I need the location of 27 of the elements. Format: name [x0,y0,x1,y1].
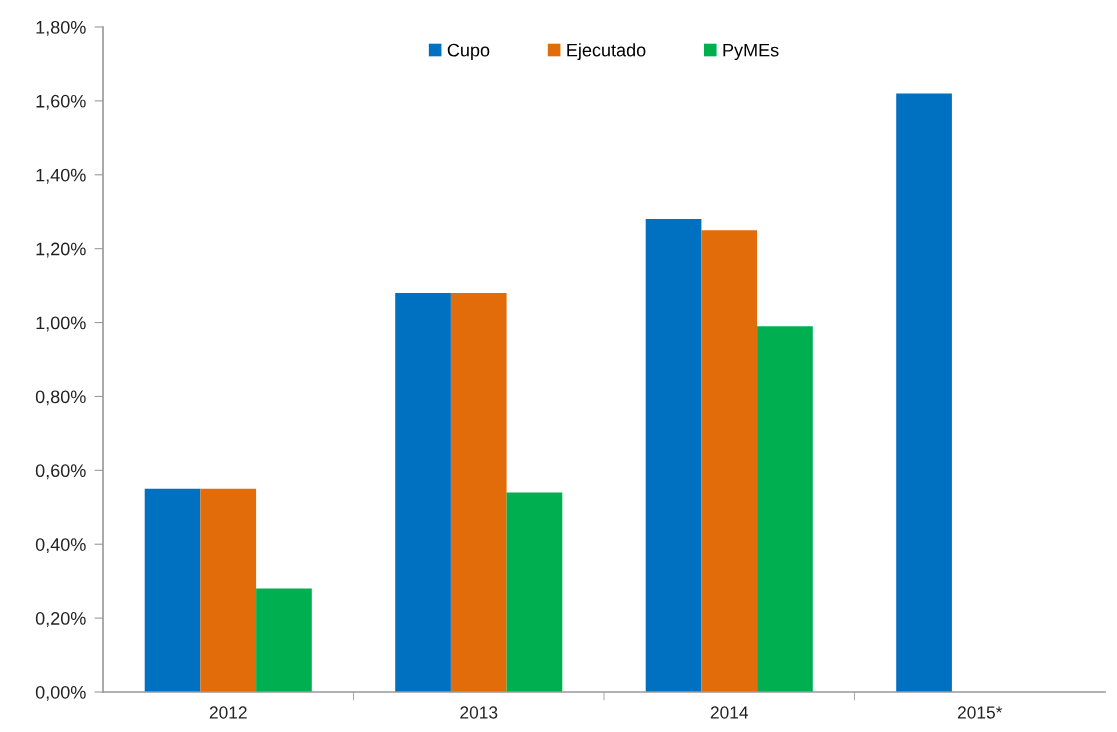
y-tick-label: 1,00% [36,316,86,332]
y-tick-label: 0,40% [35,538,86,554]
bar [645,219,702,692]
bar [506,492,563,692]
bar [896,93,952,692]
y-tick-label: 1,40% [36,168,86,184]
y-tick-label: 0,20% [35,612,86,627]
legend-label: PyMEs [723,43,779,61]
x-tick-label: 2012 [209,706,247,719]
x-tick-label: 2015* [957,706,1003,719]
bar [395,293,451,692]
y-tick-label: 1,20% [36,242,86,258]
bar [144,488,201,692]
x-tick-label: 2013 [460,706,498,719]
y-tick-label: 0,00% [35,685,86,701]
bar [757,326,813,692]
legend-label: Cupo [447,43,490,61]
x-tick-label: 2014 [710,706,749,719]
legend-label: Ejecutado [567,43,646,61]
bar [450,293,507,692]
y-tick-label: 0,60% [35,464,86,480]
y-tick-label: 0,80% [35,390,86,406]
y-tick-label: 1,80% [36,20,86,36]
y-tick-label: 1,60% [36,94,86,110]
bar [200,488,257,692]
bar [256,588,312,692]
bar [701,230,758,692]
